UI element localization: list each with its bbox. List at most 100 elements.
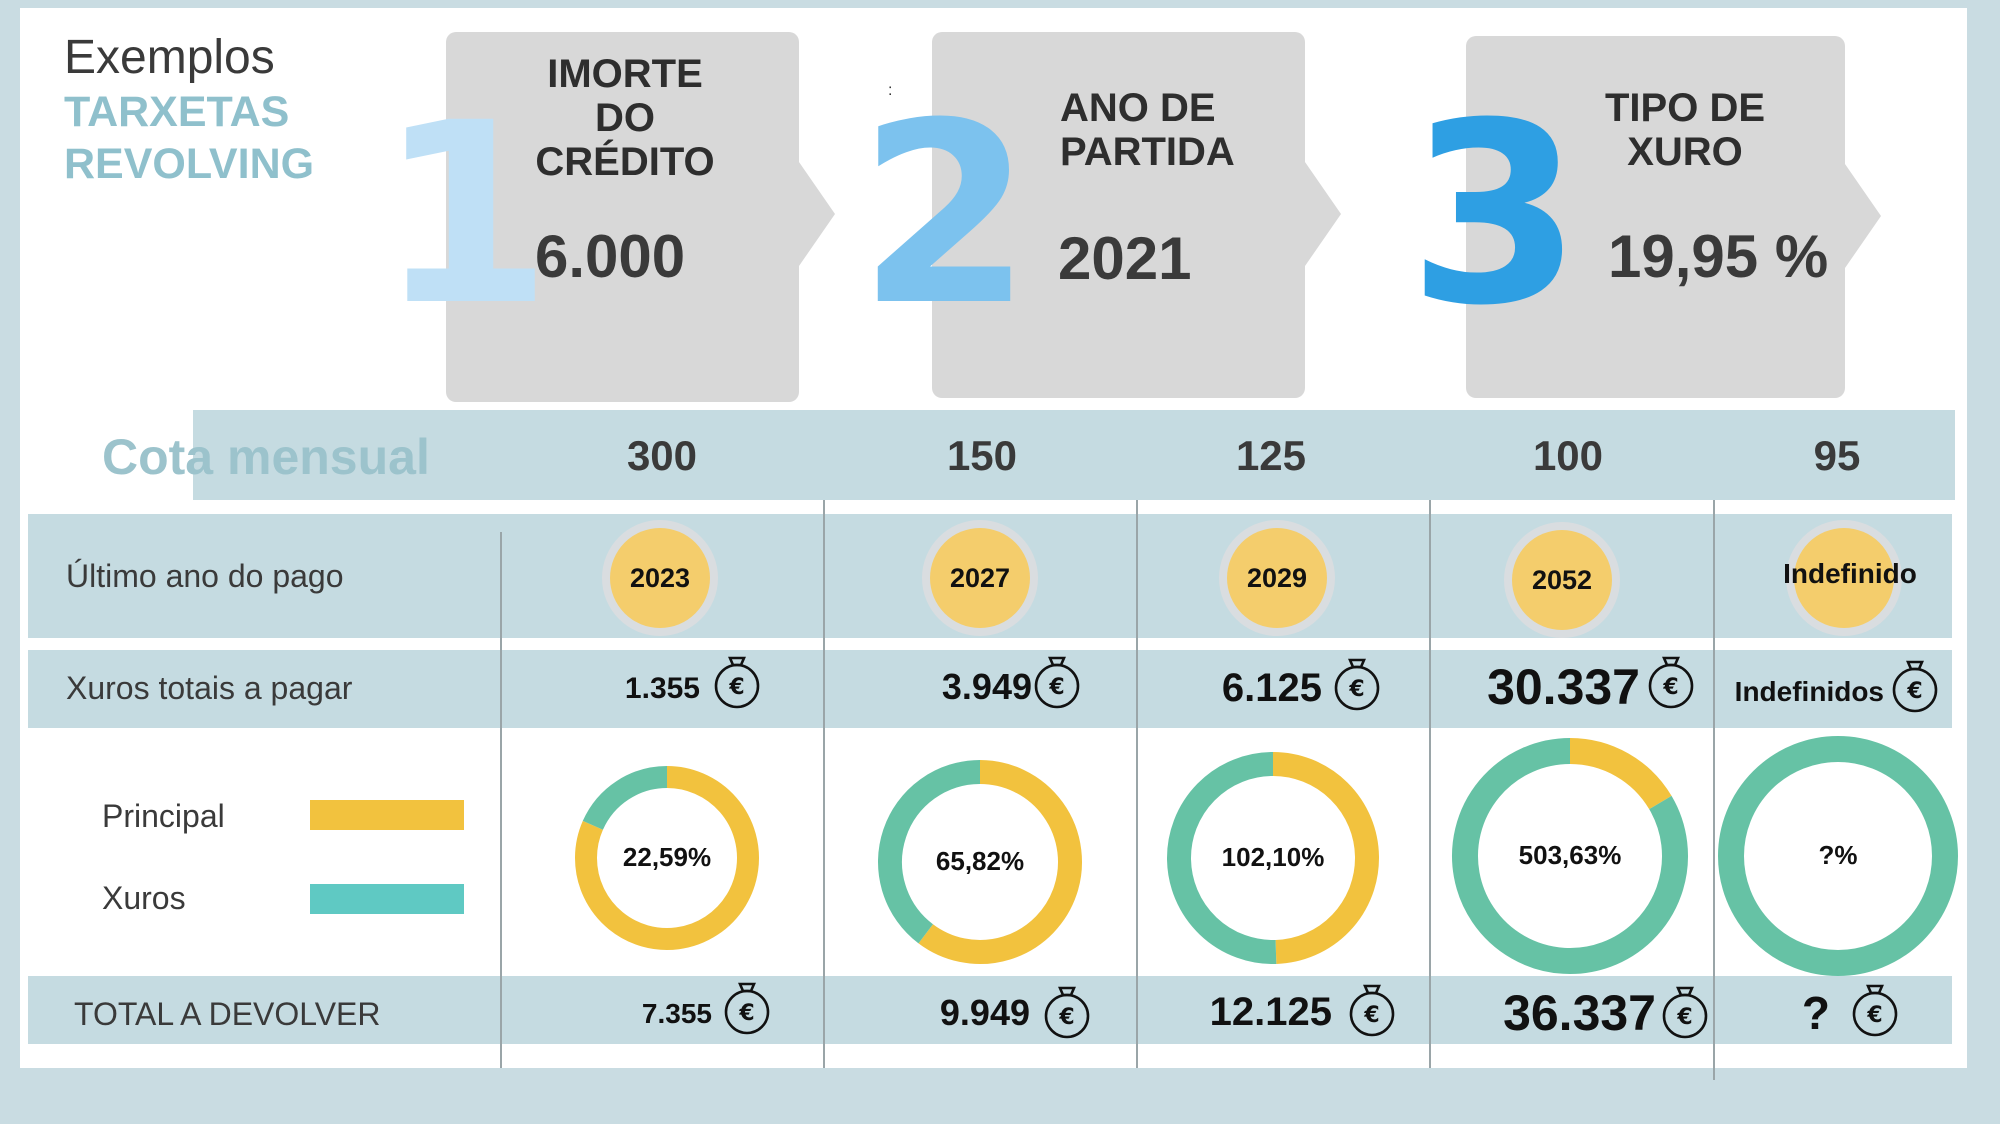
money-bag-icon-total-3-symbol: € xyxy=(1363,1003,1379,1028)
step-number-1: 1 xyxy=(378,69,552,360)
step-arrow-2 xyxy=(1305,162,1341,266)
column-divider-1 xyxy=(500,532,502,1068)
step-value-1: 6.000 xyxy=(535,223,686,290)
title-line-revolving: REVOLVING xyxy=(64,140,315,188)
legend-label-principal: Principal xyxy=(102,798,225,834)
step-label-1-line1: IMORTE xyxy=(547,52,703,96)
donut-chart-4 xyxy=(1452,738,1688,974)
donut-3-principal-slice xyxy=(1272,752,1379,964)
donut-2-center-label: 65,82% xyxy=(935,846,1025,876)
title-exemplos: Exemplos xyxy=(64,31,275,84)
step-label-1-line2: DO xyxy=(595,96,655,140)
money-bag-icon-total-1: € xyxy=(724,982,770,1035)
column-divider-5 xyxy=(1713,500,1715,1080)
cota-value-5: 95 xyxy=(1813,432,1861,479)
money-bag-icon-xuros-1: € xyxy=(714,656,760,709)
xuros-value-1: 1.355 xyxy=(624,672,700,705)
donut-5-xuros-slice xyxy=(1718,736,1958,976)
total-value-2: 9.949 xyxy=(939,992,1030,1033)
year-badge-5-text: Indefinido xyxy=(1783,558,1917,589)
column-divider-3 xyxy=(1136,500,1138,1068)
step-label-2: ANO DE PARTIDA xyxy=(1060,86,1235,174)
money-bag-icon-total-1-symbol: € xyxy=(738,1001,754,1026)
total-value-1: 7.355 xyxy=(641,998,712,1029)
total-value-3: 12.125 xyxy=(1209,990,1332,1034)
row-label-ultimo-ano: Último ano do pago xyxy=(66,558,344,594)
money-bag-icon-xuros-5-symbol: € xyxy=(1906,679,1922,704)
year-badge-2: 2027 xyxy=(922,520,1038,636)
money-bag-icon-total-2-symbol: € xyxy=(1058,1005,1074,1030)
step-arrow-1 xyxy=(799,162,835,266)
cota-value-3: 125 xyxy=(1235,432,1307,479)
money-bag-icon-xuros-2-symbol: € xyxy=(1048,675,1064,700)
row-band-xuros xyxy=(28,650,1952,728)
column-divider-2 xyxy=(823,500,825,1068)
xuros-value-3: 6.125 xyxy=(1221,666,1322,710)
year-badge-3-text: 2029 xyxy=(1227,528,1327,628)
money-bag-icon-xuros-3-symbol: € xyxy=(1348,677,1364,702)
step-label-3: TIPO DE XURO xyxy=(1585,86,1785,174)
donut-2-xuros-slice xyxy=(878,760,981,944)
money-bag-icon-xuros-2: € xyxy=(1034,656,1080,709)
donut-3-xuros-slice xyxy=(1167,752,1277,964)
money-bag-icon-xuros-1-symbol: € xyxy=(728,675,744,700)
legend-label-xuros: Xuros xyxy=(102,880,186,916)
total-value-5: ? xyxy=(1801,987,1830,1039)
row-label-total: TOTAL A DEVOLVER xyxy=(74,996,381,1032)
money-bag-icon-xuros-5: € xyxy=(1892,660,1938,713)
donut-3-center-label: 102,10% xyxy=(1221,842,1325,872)
step-card-1 xyxy=(446,32,799,402)
step-card-3 xyxy=(1466,36,1845,398)
money-bag-icon-total-2: € xyxy=(1044,986,1090,1039)
money-bag-icon-total-5-symbol: € xyxy=(1866,1003,1882,1028)
year-badge-5-circle xyxy=(1794,528,1894,628)
year-badge-2-text: 2027 xyxy=(930,528,1030,628)
money-bag-icon-total-4: € xyxy=(1662,986,1708,1039)
donut-chart-3 xyxy=(1167,752,1379,964)
xuros-value-5: Indefinidos xyxy=(1734,676,1884,707)
row-label-xuros-totais: Xuros totais a pagar xyxy=(66,670,353,706)
money-bag-icon-total-5: € xyxy=(1852,984,1898,1037)
legend-swatch-xuros xyxy=(310,884,464,914)
donut-4-principal-slice xyxy=(1569,738,1672,810)
step-value-3: 19,95 % xyxy=(1608,223,1829,290)
step-number-3: 3 xyxy=(1408,69,1582,360)
step-card-2 xyxy=(932,32,1305,398)
money-bag-icon-xuros-4-symbol: € xyxy=(1662,675,1678,700)
step-label-2-line2: PARTIDA xyxy=(1060,130,1235,174)
xuros-value-2: 3.949 xyxy=(941,666,1032,707)
donut-chart-2 xyxy=(878,760,1082,964)
step-arrow-3 xyxy=(1845,164,1881,268)
year-badge-4: 2052 xyxy=(1504,522,1620,638)
donut-4-xuros-slice xyxy=(1452,738,1688,974)
year-badge-1: 2023 xyxy=(602,520,718,636)
cota-band xyxy=(193,410,1955,500)
money-bag-icon-xuros-3: € xyxy=(1334,658,1380,711)
cota-value-1: 300 xyxy=(626,432,698,479)
year-badge-4-text: 2052 xyxy=(1512,530,1612,630)
row-band-total xyxy=(28,976,1952,1044)
year-badge-3: 2029 xyxy=(1219,520,1335,636)
donut-chart-1 xyxy=(575,766,759,950)
step-label-1-line3: CRÉDITO xyxy=(535,140,715,184)
donut-4-center-label: 503,63% xyxy=(1518,840,1622,870)
donut-1-xuros-slice xyxy=(582,766,668,831)
donut-1-principal-slice xyxy=(575,766,759,950)
step-label-3-line1: TIPO DE xyxy=(1604,86,1766,130)
cota-value-4: 100 xyxy=(1532,432,1604,479)
xuros-value-4: 30.337 xyxy=(1487,659,1640,715)
cota-value-2: 150 xyxy=(946,432,1018,479)
money-bag-icon-total-4-symbol: € xyxy=(1676,1005,1692,1030)
donut-2-principal-slice xyxy=(918,760,1082,964)
step-number-2: 2 xyxy=(858,69,1032,360)
step-value-2: 2021 xyxy=(1058,225,1192,292)
legend-swatch-principal xyxy=(310,800,464,830)
donut-1-center-label: 22,59% xyxy=(622,842,712,872)
step-label-2-line1: ANO DE xyxy=(1060,86,1216,130)
year-badge-5 xyxy=(1786,520,1902,636)
donut-chart-5 xyxy=(1718,736,1958,976)
step-label-1: IMORTE DO CRÉDITO xyxy=(500,52,750,184)
total-value-4: 36.337 xyxy=(1503,985,1656,1041)
year-badge-1-text: 2023 xyxy=(610,528,710,628)
title-line-tarxetas: TARXETAS xyxy=(64,88,290,136)
